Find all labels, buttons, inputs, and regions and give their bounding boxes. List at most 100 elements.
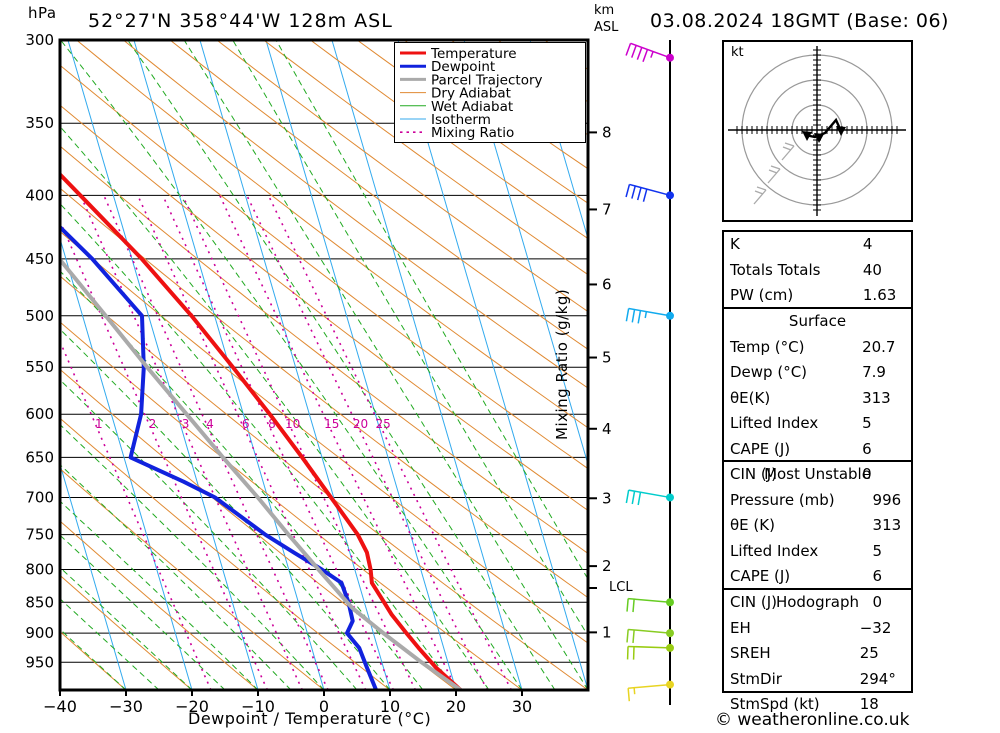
dry-adiabat-line (76, 40, 588, 429)
wind-barb-flag (625, 308, 630, 322)
surface-label: Temp (°C) (730, 337, 805, 356)
surface-row: Dewp (°C) 7.9 (724, 360, 911, 386)
mixing-ratio-label: 15 (324, 417, 339, 431)
most-unstable-row: θE (K) 313 (724, 513, 911, 539)
hodograph-panel[interactable] (722, 40, 913, 222)
dry-adiabat-line (60, 187, 588, 599)
legend-label-dry-adiabat: Dry Adiabat (431, 86, 511, 102)
wind-barb-half-flag (633, 687, 636, 695)
surface-value: 7.9 (862, 363, 886, 381)
dry-adiabat-line (60, 417, 391, 690)
indices-value: 40 (862, 260, 882, 279)
wind-barb[interactable] (627, 680, 674, 702)
mixing-ratio-line (60, 339, 212, 690)
hodograph-stats-title: Hodograph (775, 593, 860, 611)
most-unstable-label: CIN (J) (730, 592, 778, 611)
legend-label-mixing-ratio: Mixing Ratio (431, 125, 514, 141)
legend-label-isotherm: Isotherm (431, 112, 491, 128)
surface-row: Temp (°C) 20.7 (724, 335, 911, 361)
wind-barb-flag (636, 47, 643, 60)
wet-adiabat-line (183, 40, 588, 690)
most-unstable-row: CAPE (J) 6 (724, 564, 911, 590)
wind-barb[interactable] (625, 183, 674, 202)
temperature-tick-label: −40 (43, 697, 77, 716)
most-unstable-value: 6 (872, 567, 883, 585)
surface-panel: Surface Temp (°C) 20.7 Dewp (°C) 7.9 θE(K) 31… (722, 307, 913, 483)
mixing-ratio-line (246, 194, 488, 690)
isotherm-line (529, 40, 588, 241)
mixing-ratio-label: 2 (149, 417, 157, 431)
hodograph-marker (802, 131, 812, 141)
wind-barb[interactable] (625, 42, 674, 62)
hodograph-stat-value: 25 (859, 644, 879, 662)
skewt-diagram[interactable]: 1 2 3 4 6 8 10 15 20 25 300 350 400 450 500 550 600 650 7… (0, 0, 700, 733)
surface-label: θE(K) (730, 388, 771, 407)
wet-adiabat-line (60, 423, 325, 690)
wind-barb-flag (636, 187, 642, 201)
pressure-tick-label: 450 (25, 250, 54, 268)
temperature-tick-label: −10 (241, 697, 275, 716)
surface-row: Lifted Index 5 (724, 411, 911, 437)
hodograph-stat-row: StmDir 294° (724, 667, 911, 693)
hodograph-stat-label: EH (730, 618, 751, 637)
height-tick-label: 8 (602, 123, 612, 141)
dry-adiabat-line (216, 40, 588, 313)
mixing-ratio-line (79, 194, 304, 690)
wind-barb-column[interactable] (620, 0, 700, 733)
height-tick-label: 7 (602, 200, 612, 218)
pressure-tick-label: 900 (25, 624, 54, 642)
surface-table: Surface Temp (°C) 20.7 Dewp (°C) 7.9 θE(K) 31… (724, 309, 911, 488)
pressure-unit-label: hPa (28, 4, 57, 22)
most-unstable-value: 313 (872, 516, 902, 534)
pressure-tick-label: 300 (25, 31, 54, 49)
wind-barb-flag (642, 188, 648, 202)
isotherm-line (60, 236, 193, 690)
wind-barb[interactable] (626, 628, 674, 643)
wind-barb-flag (637, 492, 642, 506)
indices-row: PW (cm) 1.63 (724, 283, 911, 309)
surface-value: 0 (862, 465, 872, 483)
mixing-ratio-label: 20 (353, 417, 368, 431)
most-unstable-row: Pressure (mb) 996 (724, 488, 911, 514)
height-unit-label-line1: km (594, 3, 615, 18)
wind-barb-flag (625, 43, 632, 56)
indices-label: Totals Totals (730, 260, 821, 279)
wind-barb[interactable] (626, 597, 674, 613)
wind-barb-flag (626, 629, 629, 643)
height-tick-label: 6 (602, 275, 612, 293)
surface-row: CIN (J) 0 (724, 462, 911, 488)
pressure-tick-label: 800 (25, 561, 54, 579)
wind-barb[interactable] (625, 307, 674, 324)
wind-barb-flag (627, 688, 631, 702)
hodograph-stat-value: 294° (859, 669, 896, 688)
wind-barb-flag (631, 45, 637, 58)
isotherm-line (397, 40, 588, 690)
temperature-tick-label: −20 (175, 697, 209, 716)
legend-label-temperature: Temperature (430, 46, 517, 62)
isotherm-line (463, 40, 588, 467)
temperature-tick-label: 30 (512, 697, 532, 716)
indices-panel: K 4 Totals Totals 40 PW (cm) 1.63 (722, 230, 913, 309)
dry-adiabat-line (60, 520, 259, 690)
surface-row: θE(K) 313 (724, 386, 911, 412)
surface-value: 6 (862, 439, 872, 458)
wind-barb-flag (642, 49, 649, 62)
indices-table: K 4 Totals Totals 40 PW (cm) 1.63 (724, 232, 911, 309)
dry-adiabat-line (60, 104, 588, 512)
pressure-tick-label: 950 (25, 653, 54, 671)
isotherm-line (265, 40, 457, 690)
wind-barb-shaft (627, 645, 671, 649)
most-unstable-label: Lifted Index (730, 541, 819, 560)
indices-label: PW (cm) (730, 286, 794, 304)
wind-barb[interactable] (625, 489, 674, 506)
mixing-ratio-label: 1 (95, 417, 103, 431)
hodograph-stat-row: StmSpd (kt) 18 (724, 692, 911, 718)
wet-adiabat-line (60, 500, 259, 690)
indices-label: K (730, 235, 740, 253)
wind-barb[interactable] (626, 643, 674, 660)
wet-adiabat-line (60, 463, 292, 690)
wind-barb-flag (637, 310, 642, 324)
profile-dewpoint-line (60, 224, 379, 690)
surface-value: 313 (862, 388, 891, 407)
